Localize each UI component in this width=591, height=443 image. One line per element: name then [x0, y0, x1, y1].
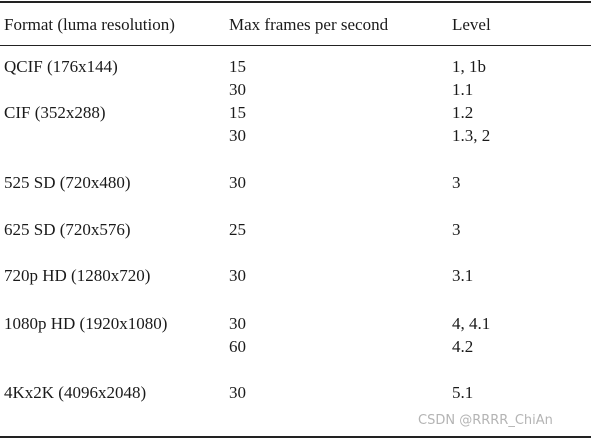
level-cell: 4, 4.1: [452, 314, 491, 333]
watermark: CSDN @RRRR_ChiAn: [418, 413, 553, 428]
format-cell: 625 SD (720x576): [4, 220, 131, 239]
level-cell: 1.2: [452, 103, 474, 122]
fps-cell: 15: [229, 103, 246, 122]
table-row: 525 SD (720x480) 30 3: [0, 171, 591, 195]
fps-cell: 30: [229, 314, 246, 333]
fps-cell: 30: [229, 126, 246, 145]
format-cell: 720p HD (1280x720): [4, 266, 151, 285]
table-row: 720p HD (1280x720) 30 3.1: [0, 264, 591, 288]
fps-cell: 30: [229, 266, 246, 285]
format-cell: 1080p HD (1920x1080): [4, 314, 168, 333]
level-cell: 3: [452, 173, 461, 192]
table-row: 4Kx2K (4096x2048) 30 5.1: [0, 381, 591, 405]
level-cell: 1, 1b: [452, 57, 486, 76]
fps-cell: 60: [229, 337, 246, 356]
level-cell: 3.1: [452, 266, 474, 285]
level-cell: 5.1: [452, 383, 474, 402]
table-top-rule: [0, 1, 591, 3]
fps-cell: 25: [229, 220, 246, 239]
table-row: CIF (352x288) 15 1.2: [0, 101, 591, 125]
format-cell: 4Kx2K (4096x2048): [4, 383, 147, 402]
table-header-row: Format (luma resolution) Max frames per …: [0, 13, 591, 37]
level-cell: 4.2: [452, 337, 474, 356]
format-cell: 525 SD (720x480): [4, 173, 131, 192]
format-cell: CIF (352x288): [4, 103, 106, 122]
table-row: 30 1.1: [0, 78, 591, 102]
table-row: 1080p HD (1920x1080) 30 4, 4.1: [0, 312, 591, 336]
header-fps: Max frames per second: [229, 15, 389, 34]
level-cell: 3: [452, 220, 461, 239]
header-format: Format (luma resolution): [4, 15, 175, 34]
header-level: Level: [452, 15, 491, 34]
table-row: 60 4.2: [0, 335, 591, 359]
table-header-rule: [0, 45, 591, 46]
table-row: QCIF (176x144) 15 1, 1b: [0, 55, 591, 79]
fps-cell: 15: [229, 57, 246, 76]
level-cell: 1.1: [452, 80, 474, 99]
fps-cell: 30: [229, 80, 246, 99]
table-bottom-rule: [0, 436, 591, 438]
table-row: 625 SD (720x576) 25 3: [0, 218, 591, 242]
table-row: 30 1.3, 2: [0, 124, 591, 148]
fps-cell: 30: [229, 173, 246, 192]
fps-cell: 30: [229, 383, 246, 402]
level-cell: 1.3, 2: [452, 126, 491, 145]
format-cell: QCIF (176x144): [4, 57, 118, 76]
